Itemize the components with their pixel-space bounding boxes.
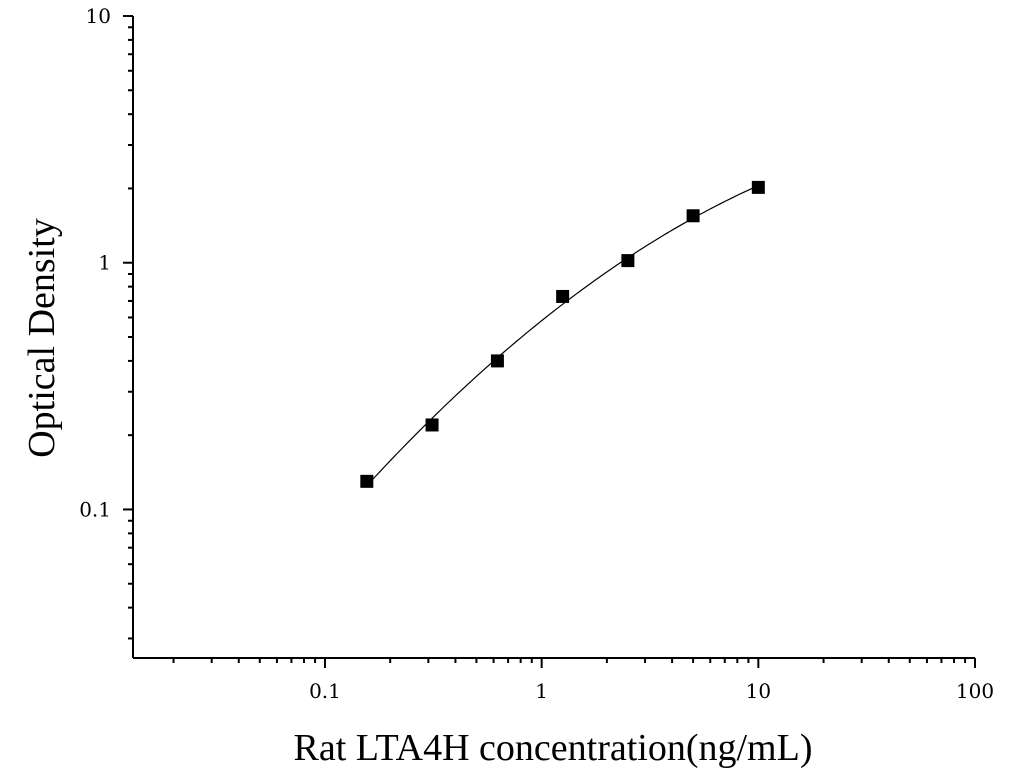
tick-labels: 0.1 1 10 100 0.1 1 10 <box>79 4 994 703</box>
data-point <box>751 180 765 194</box>
data-point <box>490 354 504 368</box>
y-tick-label: 1 <box>98 251 111 275</box>
data-point <box>556 289 570 303</box>
data-point <box>621 254 635 268</box>
x-tick-label: 100 <box>956 679 994 703</box>
fit-curve <box>366 185 759 487</box>
x-axis-title: Rat LTA4H concentration(ng/mL) <box>294 727 813 769</box>
x-tick-label: 10 <box>746 679 771 703</box>
ticks <box>123 15 976 668</box>
data-point <box>360 474 374 488</box>
y-tick-label: 10 <box>86 4 111 28</box>
data-point <box>425 418 439 432</box>
x-tick-label: 0.1 <box>309 679 341 703</box>
axes <box>132 16 975 659</box>
data-point <box>686 209 700 223</box>
x-tick-label: 1 <box>535 679 548 703</box>
data-points <box>360 180 765 488</box>
y-tick-label: 0.1 <box>79 497 111 521</box>
y-axis-title: Optical Density <box>21 218 63 458</box>
